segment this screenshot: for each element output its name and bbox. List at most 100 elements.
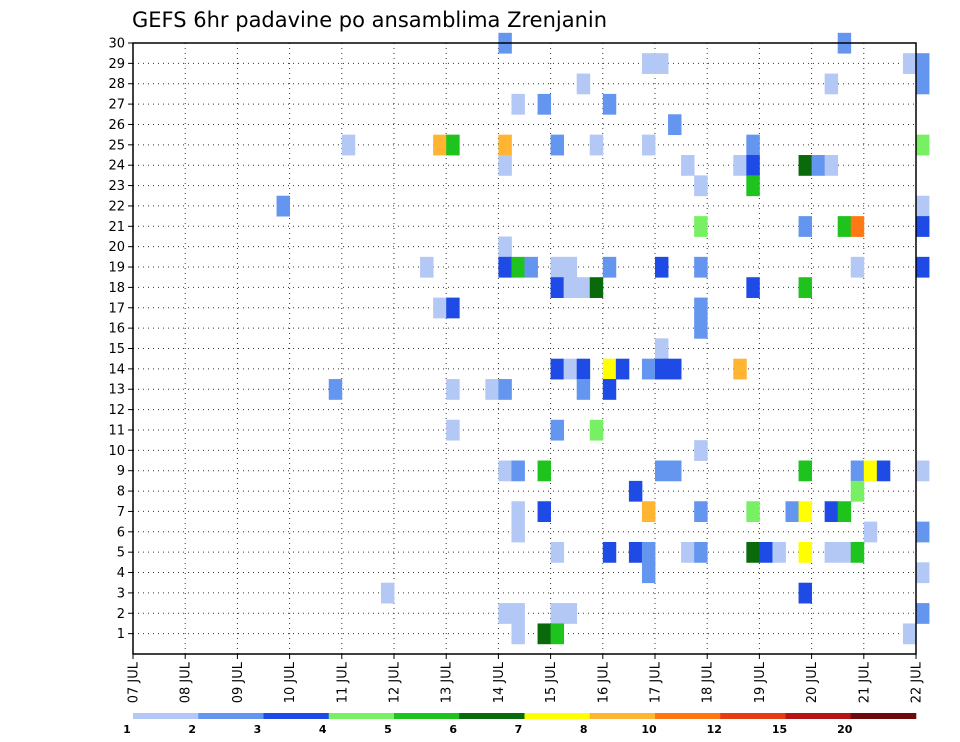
precip-cell xyxy=(550,277,565,298)
precip-cell xyxy=(511,93,525,115)
x-tick-label: 17 JUL xyxy=(649,661,664,703)
precip-cell xyxy=(550,256,565,278)
y-tick-label: 26 xyxy=(108,118,125,133)
x-tick-label: 13 JUL xyxy=(440,661,455,703)
color-legend: 1 2 3 4 5 6 7 8 10 12 15 20 xyxy=(123,713,917,736)
y-tick-label: 22 xyxy=(108,199,125,214)
legend-swatch xyxy=(524,713,591,719)
precip-cell xyxy=(668,114,682,136)
precip-cell xyxy=(694,256,708,278)
precip-cell xyxy=(916,216,930,237)
legend-swatch xyxy=(198,713,264,719)
legend-label: 8 xyxy=(580,723,588,736)
precip-cell xyxy=(420,256,434,278)
legend-swatch xyxy=(720,713,786,719)
precip-cell xyxy=(850,480,865,502)
x-axis-ticks: 07 JUL 08 JUL 09 JUL 10 JUL 11 JUL 12 JUL 13 J… xyxy=(127,654,925,703)
precip-cell xyxy=(576,73,591,95)
y-tick-label: 28 xyxy=(108,77,125,92)
precip-cell xyxy=(446,134,460,156)
legend-swatch xyxy=(655,713,721,719)
precip-cell xyxy=(511,603,525,624)
precip-cell xyxy=(589,134,604,156)
precip-cell xyxy=(811,155,826,176)
precip-cell xyxy=(655,460,669,482)
precip-cell xyxy=(563,603,578,624)
y-tick-label: 1 xyxy=(117,627,125,642)
y-tick-label: 5 xyxy=(117,546,125,561)
precip-cell xyxy=(511,521,525,543)
precip-cell xyxy=(433,134,447,156)
precip-cell xyxy=(863,460,878,482)
precip-cell xyxy=(511,501,525,523)
legend-swatch xyxy=(133,713,199,719)
precip-cell xyxy=(589,419,604,441)
precip-cell xyxy=(798,216,812,237)
precip-cell xyxy=(446,297,460,319)
precip-cell xyxy=(746,277,760,298)
precip-cell xyxy=(602,93,617,115)
x-tick-label: 19 JUL xyxy=(753,661,768,703)
precip-cell xyxy=(641,53,656,74)
y-tick-label: 19 xyxy=(108,261,125,276)
precip-cell xyxy=(681,541,695,563)
y-tick-label: 14 xyxy=(108,362,125,377)
y-tick-label: 8 xyxy=(117,485,125,500)
precip-cell xyxy=(602,358,617,380)
precip-cell xyxy=(498,379,512,400)
y-tick-label: 25 xyxy=(108,138,125,153)
legend-swatch xyxy=(589,713,656,719)
precip-cell xyxy=(498,155,512,176)
x-tick-label: 08 JUL xyxy=(179,661,194,703)
precip-cell xyxy=(563,256,578,278)
legend-label: 20 xyxy=(837,723,853,736)
precip-cell xyxy=(668,460,682,482)
y-tick-label: 29 xyxy=(108,57,125,72)
y-tick-label: 15 xyxy=(108,342,125,357)
y-tick-label: 20 xyxy=(108,240,125,255)
x-tick-label: 14 JUL xyxy=(492,661,507,703)
precip-cell xyxy=(511,460,525,482)
precip-cell xyxy=(576,379,591,400)
precip-cell xyxy=(537,460,551,482)
precip-cell xyxy=(537,93,551,115)
x-tick-label: 10 JUL xyxy=(283,661,298,703)
precip-cell xyxy=(772,541,786,563)
precip-cell xyxy=(902,623,917,645)
x-tick-label: 09 JUL xyxy=(231,661,246,703)
precip-cell xyxy=(537,501,551,523)
precip-cell xyxy=(655,53,669,74)
precip-cell xyxy=(681,155,695,176)
y-tick-label: 23 xyxy=(108,179,125,194)
y-tick-label: 6 xyxy=(117,525,125,540)
precip-cell xyxy=(916,195,930,217)
precip-cell xyxy=(863,521,878,543)
precip-cell xyxy=(655,338,669,360)
legend-label: 1 xyxy=(123,723,131,736)
precip-cell xyxy=(537,623,551,645)
x-tick-label: 11 JUL xyxy=(335,661,350,703)
precip-cell xyxy=(746,501,760,523)
precip-cell xyxy=(576,277,591,298)
precip-cell xyxy=(602,379,617,400)
precip-cell xyxy=(641,134,656,156)
y-tick-label: 3 xyxy=(117,586,125,601)
x-tick-label: 22 JUL xyxy=(910,661,925,703)
precip-cell xyxy=(694,440,708,461)
precip-cell xyxy=(498,603,512,624)
legend-swatch xyxy=(394,713,460,719)
precip-cell xyxy=(498,236,512,258)
precip-cell xyxy=(798,582,812,604)
y-tick-label: 2 xyxy=(117,607,125,622)
precip-cell xyxy=(694,501,708,523)
legend-swatch xyxy=(850,713,917,719)
legend-label: 4 xyxy=(319,723,327,736)
precip-cell xyxy=(916,562,930,584)
legend-swatch xyxy=(459,713,525,719)
precip-cell xyxy=(446,379,460,400)
y-tick-label: 21 xyxy=(108,220,125,235)
precip-cell xyxy=(746,175,760,197)
precip-cell xyxy=(589,277,604,298)
precip-cell xyxy=(485,379,499,400)
precip-cell xyxy=(641,501,656,523)
